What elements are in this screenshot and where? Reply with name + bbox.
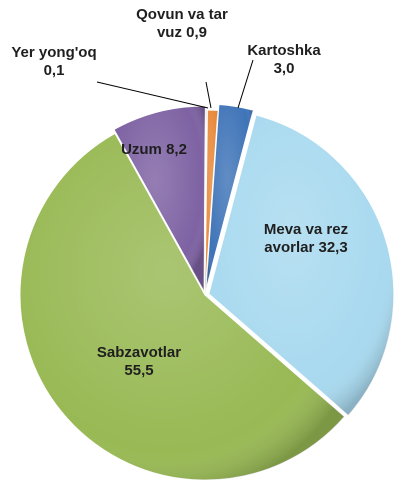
value-label: 3,0 — [273, 60, 295, 77]
slice-group — [19, 132, 346, 481]
slice-group — [204, 109, 219, 296]
slice-shade — [205, 110, 218, 296]
slice-shade — [20, 133, 345, 481]
value-label: 0,1 — [43, 62, 65, 79]
slice-shade — [205, 104, 254, 290]
slice-label: Kartoshka 3,0 — [244, 42, 324, 78]
slice-group — [208, 114, 395, 417]
category-name: Yer yong'oq — [11, 44, 97, 61]
slice-label: Qovun va tarvuz 0,9 — [132, 6, 232, 42]
value-label: 32,3 — [318, 239, 348, 256]
slice-label: Yer yong'oq 0,1 — [8, 44, 100, 80]
category-name: Qovun va tarvuz — [136, 6, 228, 41]
value-label: 8,2 — [166, 141, 187, 158]
slice-group — [205, 103, 254, 290]
slice-shade — [208, 114, 394, 416]
category-name: Uzum — [121, 141, 162, 158]
category-name: Kartoshka — [247, 42, 321, 59]
category-name: Sabzavotlar — [96, 344, 182, 361]
value-label: 0,9 — [186, 24, 208, 41]
leader-line — [237, 59, 254, 109]
leader-line — [96, 81, 209, 109]
leader-line — [205, 81, 212, 109]
slice-label: Meva va rezavorlar 32,3 — [260, 221, 352, 257]
slice-label: Uzum 8,2 — [118, 141, 190, 159]
slice-label: Sabzavotlar 55,5 — [96, 344, 182, 380]
slice-group — [113, 105, 206, 294]
category-name: Meva va rezavorlar — [263, 221, 349, 256]
value-label: 55,5 — [124, 362, 154, 379]
slice-shade — [113, 106, 206, 292]
